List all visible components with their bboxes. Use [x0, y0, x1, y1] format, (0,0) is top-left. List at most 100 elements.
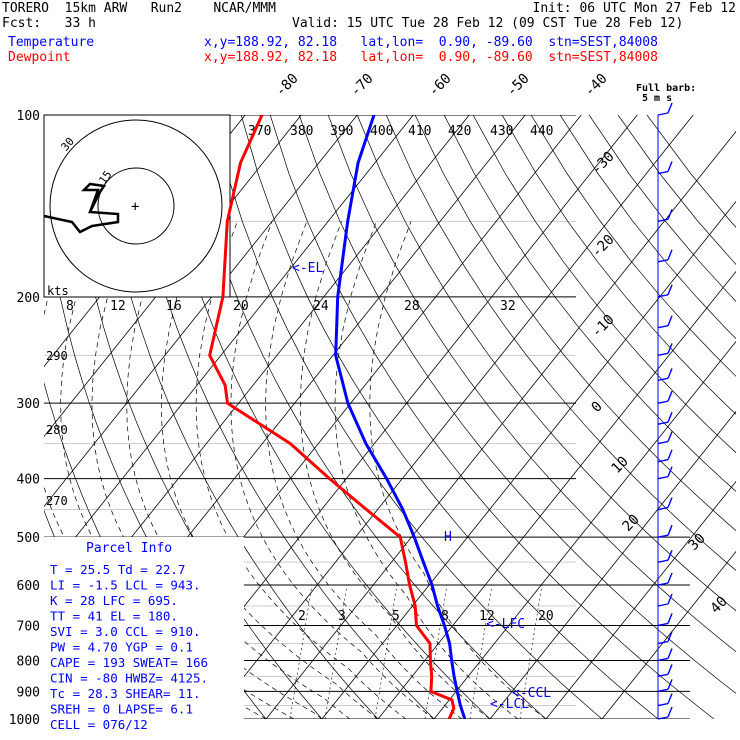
wind-barb-flag-500: [667, 524, 673, 536]
wind-barb-flag-200: [667, 284, 673, 296]
wind-barb-flag-375: [667, 449, 673, 460]
wind-barb-flag-350: [667, 431, 673, 442]
isotherm-label-10: 10: [609, 454, 632, 477]
moist-adiabat-35: [334, 221, 519, 719]
isotherm-label--70: -70: [348, 71, 377, 100]
legend-dewpoint-label: Dewpoint: [8, 50, 71, 65]
theta-e-label-430: 430: [490, 124, 513, 139]
isotherm-40: [545, 480, 736, 719]
theta-label-290: 290: [46, 349, 68, 363]
mixing-ratio-label-20: 20: [538, 609, 554, 624]
hodograph-ring-30: [49, 119, 223, 293]
isotherm--80: [44, 115, 358, 508]
isotherm-20: [433, 340, 736, 719]
wind-barb-flag-300: [667, 390, 673, 402]
hodograph-ring-label-15: 15: [96, 168, 114, 186]
parcel-row-6: CAPE = 193 SWEAT= 166: [50, 655, 208, 670]
forecast-hour: Fcst: 33 h: [2, 16, 96, 31]
hodograph-ring-15: [97, 167, 175, 245]
moist-adiabat-25: [265, 221, 463, 719]
dry-adiabat-30: [153, 115, 491, 719]
wind-barb-shaft-100: [657, 112, 669, 116]
parcel-row-1: LI = -1.5 LCL = 943.: [50, 578, 201, 593]
wind-barb-shaft-400: [657, 475, 669, 480]
annotation-1: <-LFC: [486, 617, 525, 632]
legend-dewpoint-info: x,y=188.92, 82.18 lat,lon= 0.90, -89.60 …: [204, 50, 658, 65]
dry-adiabat-10: [95, 115, 379, 719]
wind-barb-flag-250: [667, 343, 673, 354]
isotherm--10: [265, 130, 736, 719]
isotherm-label-20: 20: [620, 512, 643, 535]
parcel-row-0: T = 25.5 Td = 22.7: [50, 562, 185, 577]
hodograph-trace: [43, 182, 120, 234]
isotherm-0: [321, 200, 736, 719]
init-time: Init: 06 UTC Mon 27 Feb 12: [532, 1, 737, 16]
theta-e-label-420: 420: [448, 124, 471, 139]
wind-barb-shaft-150: [657, 218, 669, 223]
wind-barb-flag-900: [667, 679, 673, 690]
wind-barb-flag-1000: [667, 706, 673, 718]
wind-barb-flag-800: [667, 648, 673, 659]
ratio-label-24: 24: [313, 299, 329, 314]
wind-barb-shaft-375: [657, 459, 669, 463]
wind-barb-shaft-550: [657, 559, 669, 563]
mixing-ratio-label-5: 5: [392, 609, 400, 624]
theta-e-label-400: 400: [370, 124, 393, 139]
isotherm-30: [489, 410, 736, 719]
dry-adiabat-160: [530, 115, 736, 377]
wind-barb-shaft-800: [657, 657, 669, 662]
theta-e-label-440: 440: [530, 124, 553, 139]
parcel-row-9: SREH = 0 LAPSE= 6.1: [50, 702, 193, 717]
isotherm--70: [44, 115, 414, 578]
hodograph-kts: kts: [47, 284, 69, 298]
wind-barb-shaft-450: [657, 506, 669, 511]
wind-barb-shaft-900: [657, 688, 669, 693]
parcel-row-2: K = 28 LFC = 695.: [50, 593, 178, 608]
wind-barb-flag-950: [667, 693, 673, 704]
theta-e-label-380: 380: [290, 124, 313, 139]
ratio-label-16: 16: [166, 299, 182, 314]
wind-barb-flag-225: [667, 315, 673, 326]
annotation-0: <-EL: [292, 261, 323, 276]
wind-barb-shaft-700: [657, 622, 669, 627]
pressure-label-300: 300: [17, 397, 40, 412]
isotherm-label-30: 30: [686, 531, 709, 554]
wind-barb-shaft-250: [657, 352, 669, 357]
model-title: TORERO 15km ARW Run2 NCAR/MMM: [2, 1, 276, 16]
mixing-ratio-label-8: 8: [441, 609, 449, 624]
parcel-row-5: PW = 4.70 YGP = 0.1: [50, 640, 193, 655]
wind-barb-shaft-275: [657, 377, 669, 382]
dry-adiabat-90: [327, 115, 736, 653]
parcel-info-box: [44, 537, 244, 719]
wind-barb-flag-550: [667, 549, 673, 561]
ratio-label-12: 12: [110, 299, 126, 314]
wind-barb-shaft-500: [657, 534, 669, 538]
dry-adiabat-80: [298, 115, 736, 694]
pressure-label-900: 900: [17, 685, 40, 700]
dry-adiabat-170: [559, 115, 736, 340]
wind-barb-flag-850: [667, 664, 673, 675]
pressure-label-100: 100: [17, 109, 40, 124]
wind-barb-flag-650: [667, 593, 673, 605]
wind-barb-shaft-200: [657, 294, 669, 298]
wind-barb-flag-275: [667, 368, 673, 379]
parcel-row-3: TT = 41 EL = 180.: [50, 609, 178, 624]
mixing-ratio-label-2: 2: [298, 609, 306, 624]
pressure-label-700: 700: [17, 619, 40, 634]
theta-label-270: 270: [46, 494, 68, 508]
valid-time: Valid: 15 UTC Tue 28 Feb 12 (09 CST Tue …: [292, 16, 684, 31]
dry-adiabat-140: [472, 115, 736, 454]
pressure-label-200: 200: [17, 291, 40, 306]
pressure-label-1000: 1000: [9, 713, 40, 728]
parcel-row-7: CIN = -80 HWBZ= 4125.: [50, 671, 208, 686]
isotherm-label--30: -30: [589, 149, 618, 178]
theta-label-280: 280: [46, 423, 68, 437]
annotation-3: <-LCL: [490, 697, 529, 712]
dry-adiabat-130: [443, 115, 736, 492]
series-temperature: [334, 115, 467, 719]
isotherm-label--20: -20: [589, 232, 618, 261]
pressure-label-400: 400: [17, 473, 40, 488]
wind-barb-flag-175: [667, 249, 673, 261]
wind-barb-flag-100: [667, 102, 673, 114]
